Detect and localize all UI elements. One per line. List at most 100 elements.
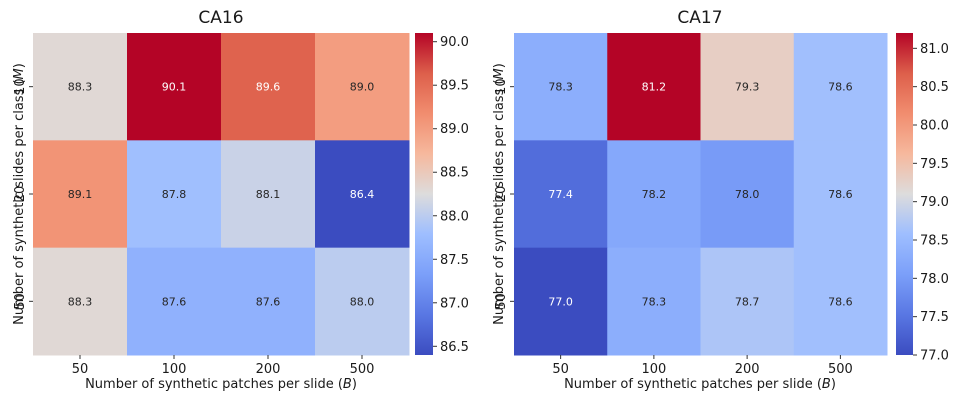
y-tick-label: 20 [13,186,28,203]
heatmap-cell [700,33,795,141]
colorbar-gradient [415,33,433,355]
colorbar-tick-label: 78.5 [920,234,949,249]
cell-value-label: 78.6 [828,188,853,201]
heatmap-cell [221,140,316,249]
heatmap-cell [221,33,316,141]
x-tick-label: 100 [641,362,666,377]
heatmap-cell-labels: 88.3 90.1 89.6 89.0 89.1 87.8 88.1 86.4 88.3 87.6… [68,81,375,309]
y-tick-label: 20 [494,186,509,203]
cell-value-label: 86.4 [350,188,375,201]
heatmap-cell [607,33,701,141]
y-axis-label: Number of synthetic slides per class (M) [492,63,507,325]
y-tick-label: 50 [13,293,28,310]
x-axis-label: Number of synthetic patches per slide (B… [85,377,357,392]
heatmap-cell [700,140,795,249]
heatmap-cell [514,140,608,249]
heatmap-cell [33,140,128,249]
cell-value-label: 78.7 [735,295,760,308]
x-tick-label: 500 [350,362,375,377]
cell-value-label: 78.6 [828,295,853,308]
x-axis: 50 100 200 500 [552,355,853,377]
cell-value-label: 87.6 [256,295,281,308]
cell-value-label: 87.6 [162,295,187,308]
chart-title: CA16 [198,8,243,28]
colorbar-tick-label: 79.0 [920,195,949,210]
cell-value-label: 88.3 [68,295,93,308]
heatmap-cell [315,140,410,249]
cell-value-label: 89.1 [68,188,93,201]
y-axis-label: Number of synthetic slides per class (M) [12,63,27,325]
cell-value-label: 88.1 [256,188,281,201]
cell-value-label: 88.3 [68,81,93,94]
heatmap-cell [315,247,410,356]
x-axis-label: Number of synthetic patches per slide (B… [564,377,836,392]
x-axis: 50 100 200 500 [72,355,375,377]
heatmap-cell [607,140,701,249]
heatmap-cells [514,33,888,356]
cell-value-label: 81.2 [642,81,667,94]
colorbar-tick-label: 87.0 [440,296,469,311]
y-tick-label: 10 [13,78,28,95]
x-tick-label: 200 [256,362,281,377]
heatmap-cell [514,33,608,141]
heatmap-cell [127,247,222,356]
heatmap-cell [793,140,888,249]
colorbar-tick-label: 87.5 [440,253,469,268]
colorbar-tick-label: 78.0 [920,272,949,287]
x-tick-label: 50 [552,362,569,377]
colorbar-tick-label: 80.5 [920,80,949,95]
chart-title: CA17 [677,8,722,28]
heatmap-ca16: CA16 88.3 90.1 89.6 89.089.1 87.8 88.1 86.488.… [12,8,469,392]
y-axis: 10 20 50 [13,78,33,310]
y-tick-label: 50 [494,293,509,310]
colorbar-tick-label: 89.5 [440,79,469,94]
cell-value-label: 78.3 [642,295,667,308]
heatmap-cell [793,33,888,141]
cell-value-label: 89.6 [256,81,281,94]
cell-value-label: 87.8 [162,188,187,201]
cell-value-label: 77.0 [548,295,573,308]
colorbar-tick-label: 77.0 [920,349,949,364]
heatmap-ca17: CA17 78.3 81.2 79.3 78.6 77.4 78.2 78.0 78.6 77.… [492,8,949,392]
heatmap-cell [315,33,410,141]
colorbar-tick-label: 79.5 [920,157,949,172]
heatmap-cell [127,140,222,249]
x-tick-label: 500 [828,362,853,377]
cell-value-label: 77.4 [548,188,573,201]
cell-value-label: 78.6 [828,81,853,94]
heatmap-cell [127,33,222,141]
heatmap-cells [33,33,410,356]
colorbar-tick-label: 88.5 [440,166,469,181]
heatmap-cell [793,247,888,356]
colorbar-tick-label: 80.0 [920,119,949,134]
heatmap-cell [700,247,795,356]
colorbar-tick-label: 89.0 [440,122,469,137]
y-axis: 10 20 50 [494,78,514,310]
heatmap-cell [33,33,128,141]
colorbar-tick-label: 86.5 [440,340,469,355]
heatmap-cell-labels: 78.3 81.2 79.3 78.6 77.4 78.2 78.0 78.6 77.0 78.3… [548,81,852,309]
heatmap-cell [514,247,608,356]
heatmap-cell [221,247,316,356]
cell-value-label: 89.0 [350,81,375,94]
cell-value-label: 88.0 [350,295,375,308]
colorbar-tick-label: 77.5 [920,310,949,325]
colorbar-gradient [896,33,913,355]
x-tick-label: 50 [72,362,89,377]
cell-value-label: 78.2 [642,188,667,201]
heatmap-cell [33,247,128,356]
colorbar: 77.0 77.5 78.0 78.5 79.0 79.5 80.0 80.5 81.0 [896,33,949,364]
y-tick-label: 10 [494,78,509,95]
x-tick-label: 200 [735,362,760,377]
x-tick-label: 100 [162,362,187,377]
cell-value-label: 78.0 [735,188,760,201]
cell-value-label: 78.3 [548,81,573,94]
heatmap-cell [607,247,701,356]
colorbar: 86.5 87.0 87.5 88.0 88.5 89.0 89.5 90.0 [415,33,469,355]
colorbar-tick-label: 81.0 [920,42,949,57]
cell-value-label: 90.1 [162,81,187,94]
colorbar-tick-label: 88.0 [440,209,469,224]
colorbar-tick-label: 90.0 [440,35,469,50]
cell-value-label: 79.3 [735,81,760,94]
